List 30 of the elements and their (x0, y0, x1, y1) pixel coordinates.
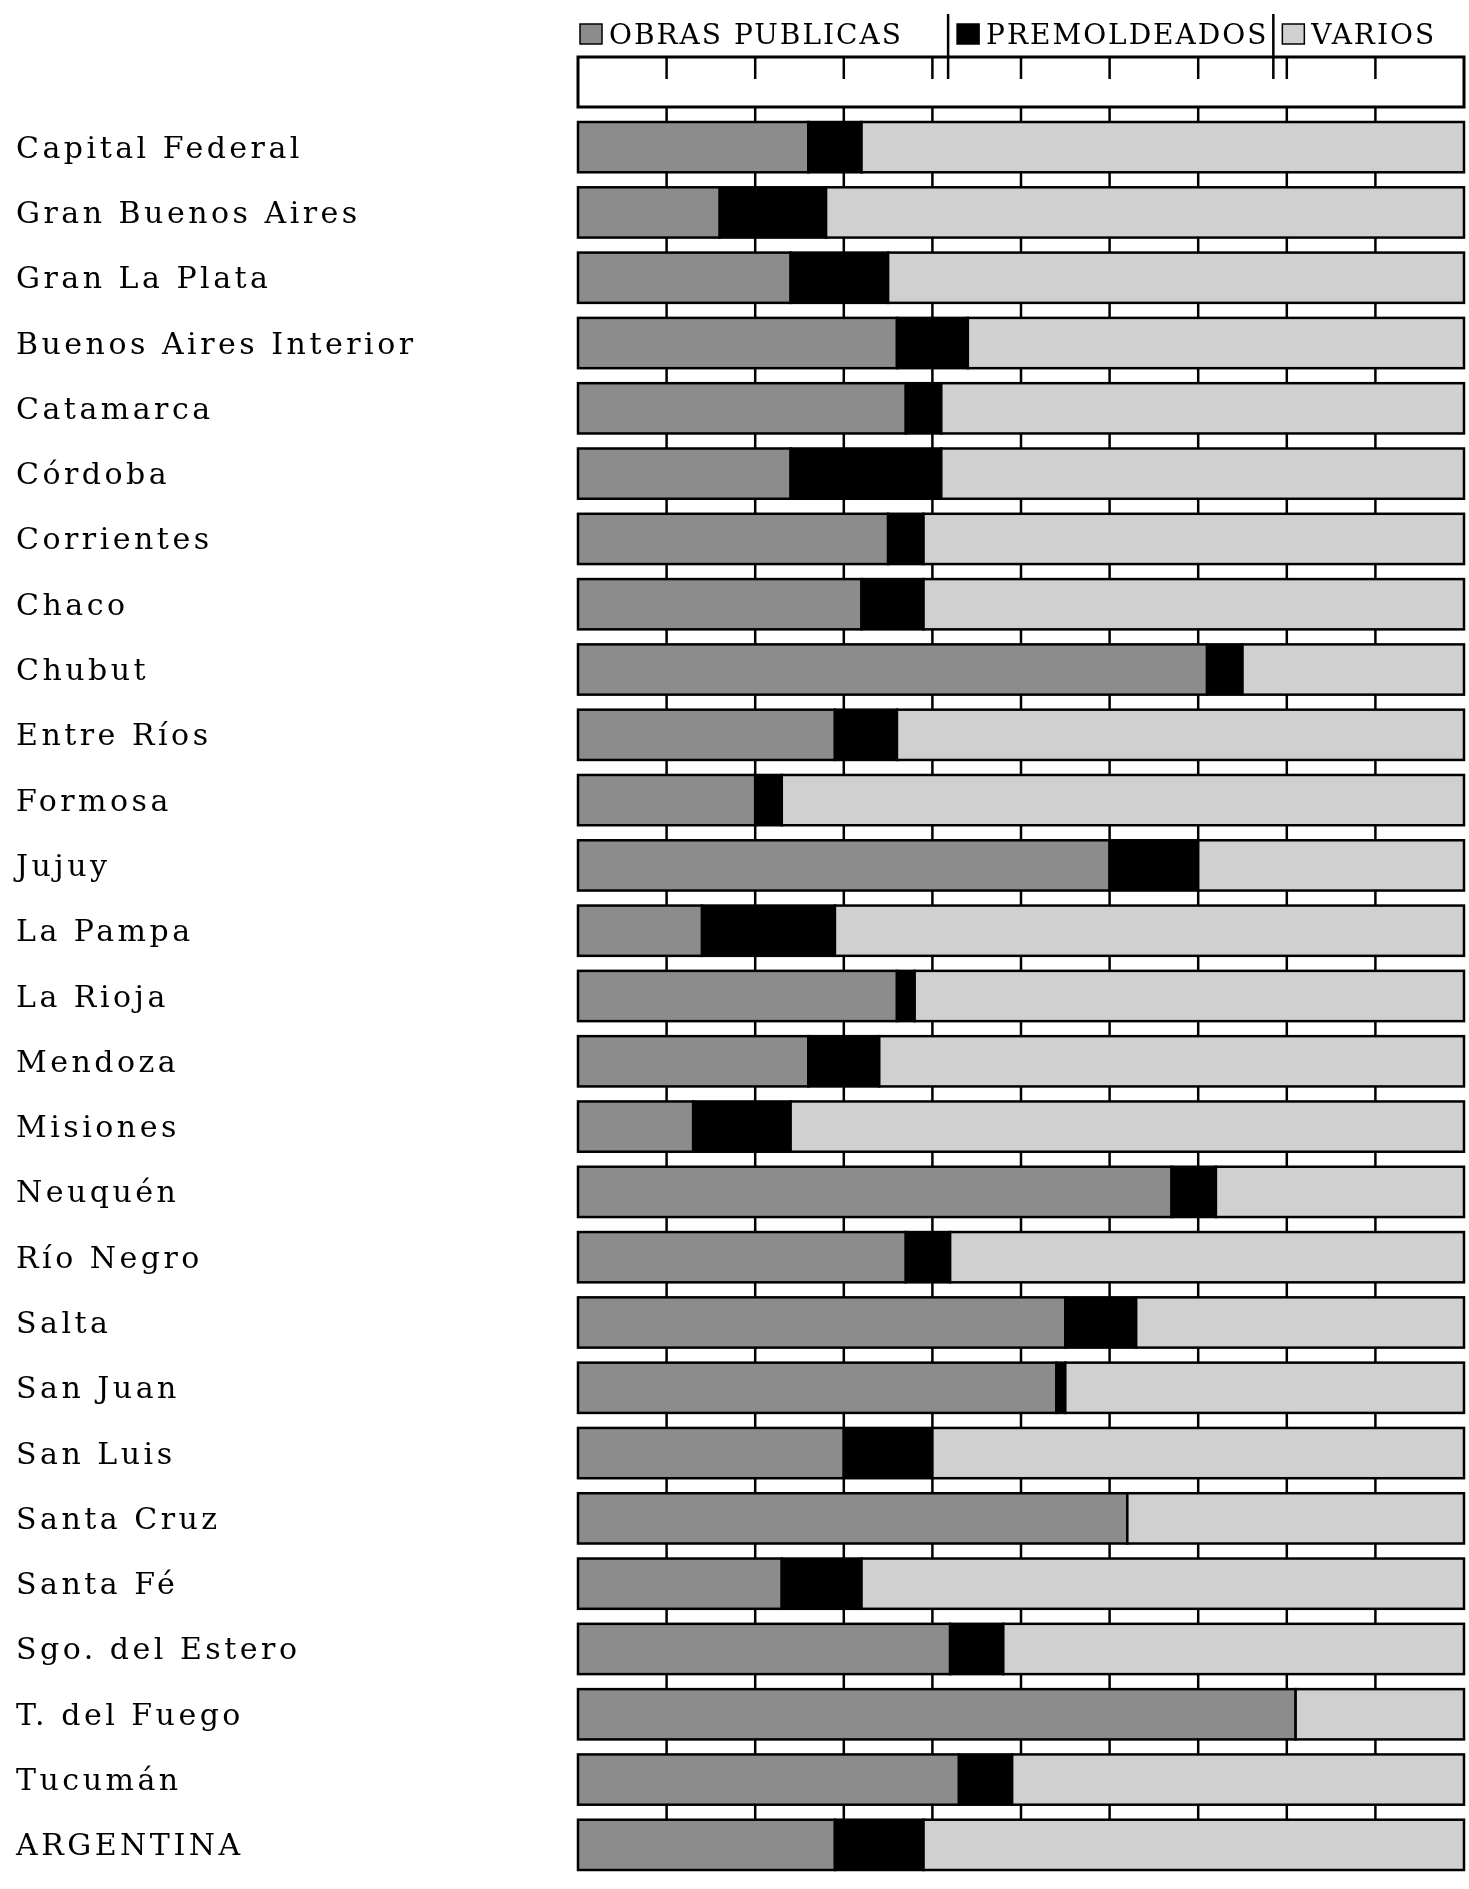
legend-label: OBRAS PUBLICAS (609, 18, 903, 51)
y-tick-label: Chubut (16, 652, 150, 688)
legend-label: PREMOLDEADOS (986, 18, 1269, 51)
y-tick-label: Sgo. del Estero (16, 1631, 301, 1667)
y-tick-label: ARGENTINA (15, 1827, 244, 1863)
y-tick-label: Chaco (16, 586, 129, 622)
y-tick-label: Gran Buenos Aires (16, 194, 361, 230)
legend-label: VARIOS (1310, 18, 1437, 51)
y-tick-label: Mendoza (16, 1043, 180, 1079)
y-tick-label: Santa Fé (16, 1566, 179, 1602)
y-tick-label: Entre Ríos (16, 717, 212, 753)
y-tick-label: T. del Fuego (16, 1696, 244, 1732)
y-tick-label: Capital Federal (16, 129, 303, 165)
y-tick-label: Corrientes (16, 521, 213, 557)
y-tick-label: Formosa (16, 782, 172, 818)
y-tick-label: La Rioja (16, 978, 169, 1014)
y-tick-label: Jujuy (13, 847, 111, 883)
y-tick-label: San Luis (16, 1435, 176, 1471)
y-tick-label: La Pampa (16, 913, 194, 949)
y-tick-label: Buenos Aires Interior (16, 325, 417, 361)
y-tick-label: Gran La Plata (16, 260, 272, 296)
y-tick-label: Neuquén (16, 1174, 180, 1210)
y-tick-label: Misiones (16, 1109, 180, 1145)
y-tick-label: San Juan (16, 1370, 180, 1406)
y-tick-label: Córdoba (16, 456, 171, 492)
y-tick-label: Río Negro (16, 1239, 203, 1275)
y-tick-label: Tucumán (16, 1762, 182, 1798)
y-tick-label: Salta (16, 1304, 112, 1340)
y-tick-label: Santa Cruz (16, 1500, 221, 1536)
y-tick-label: Catamarca (16, 390, 214, 426)
